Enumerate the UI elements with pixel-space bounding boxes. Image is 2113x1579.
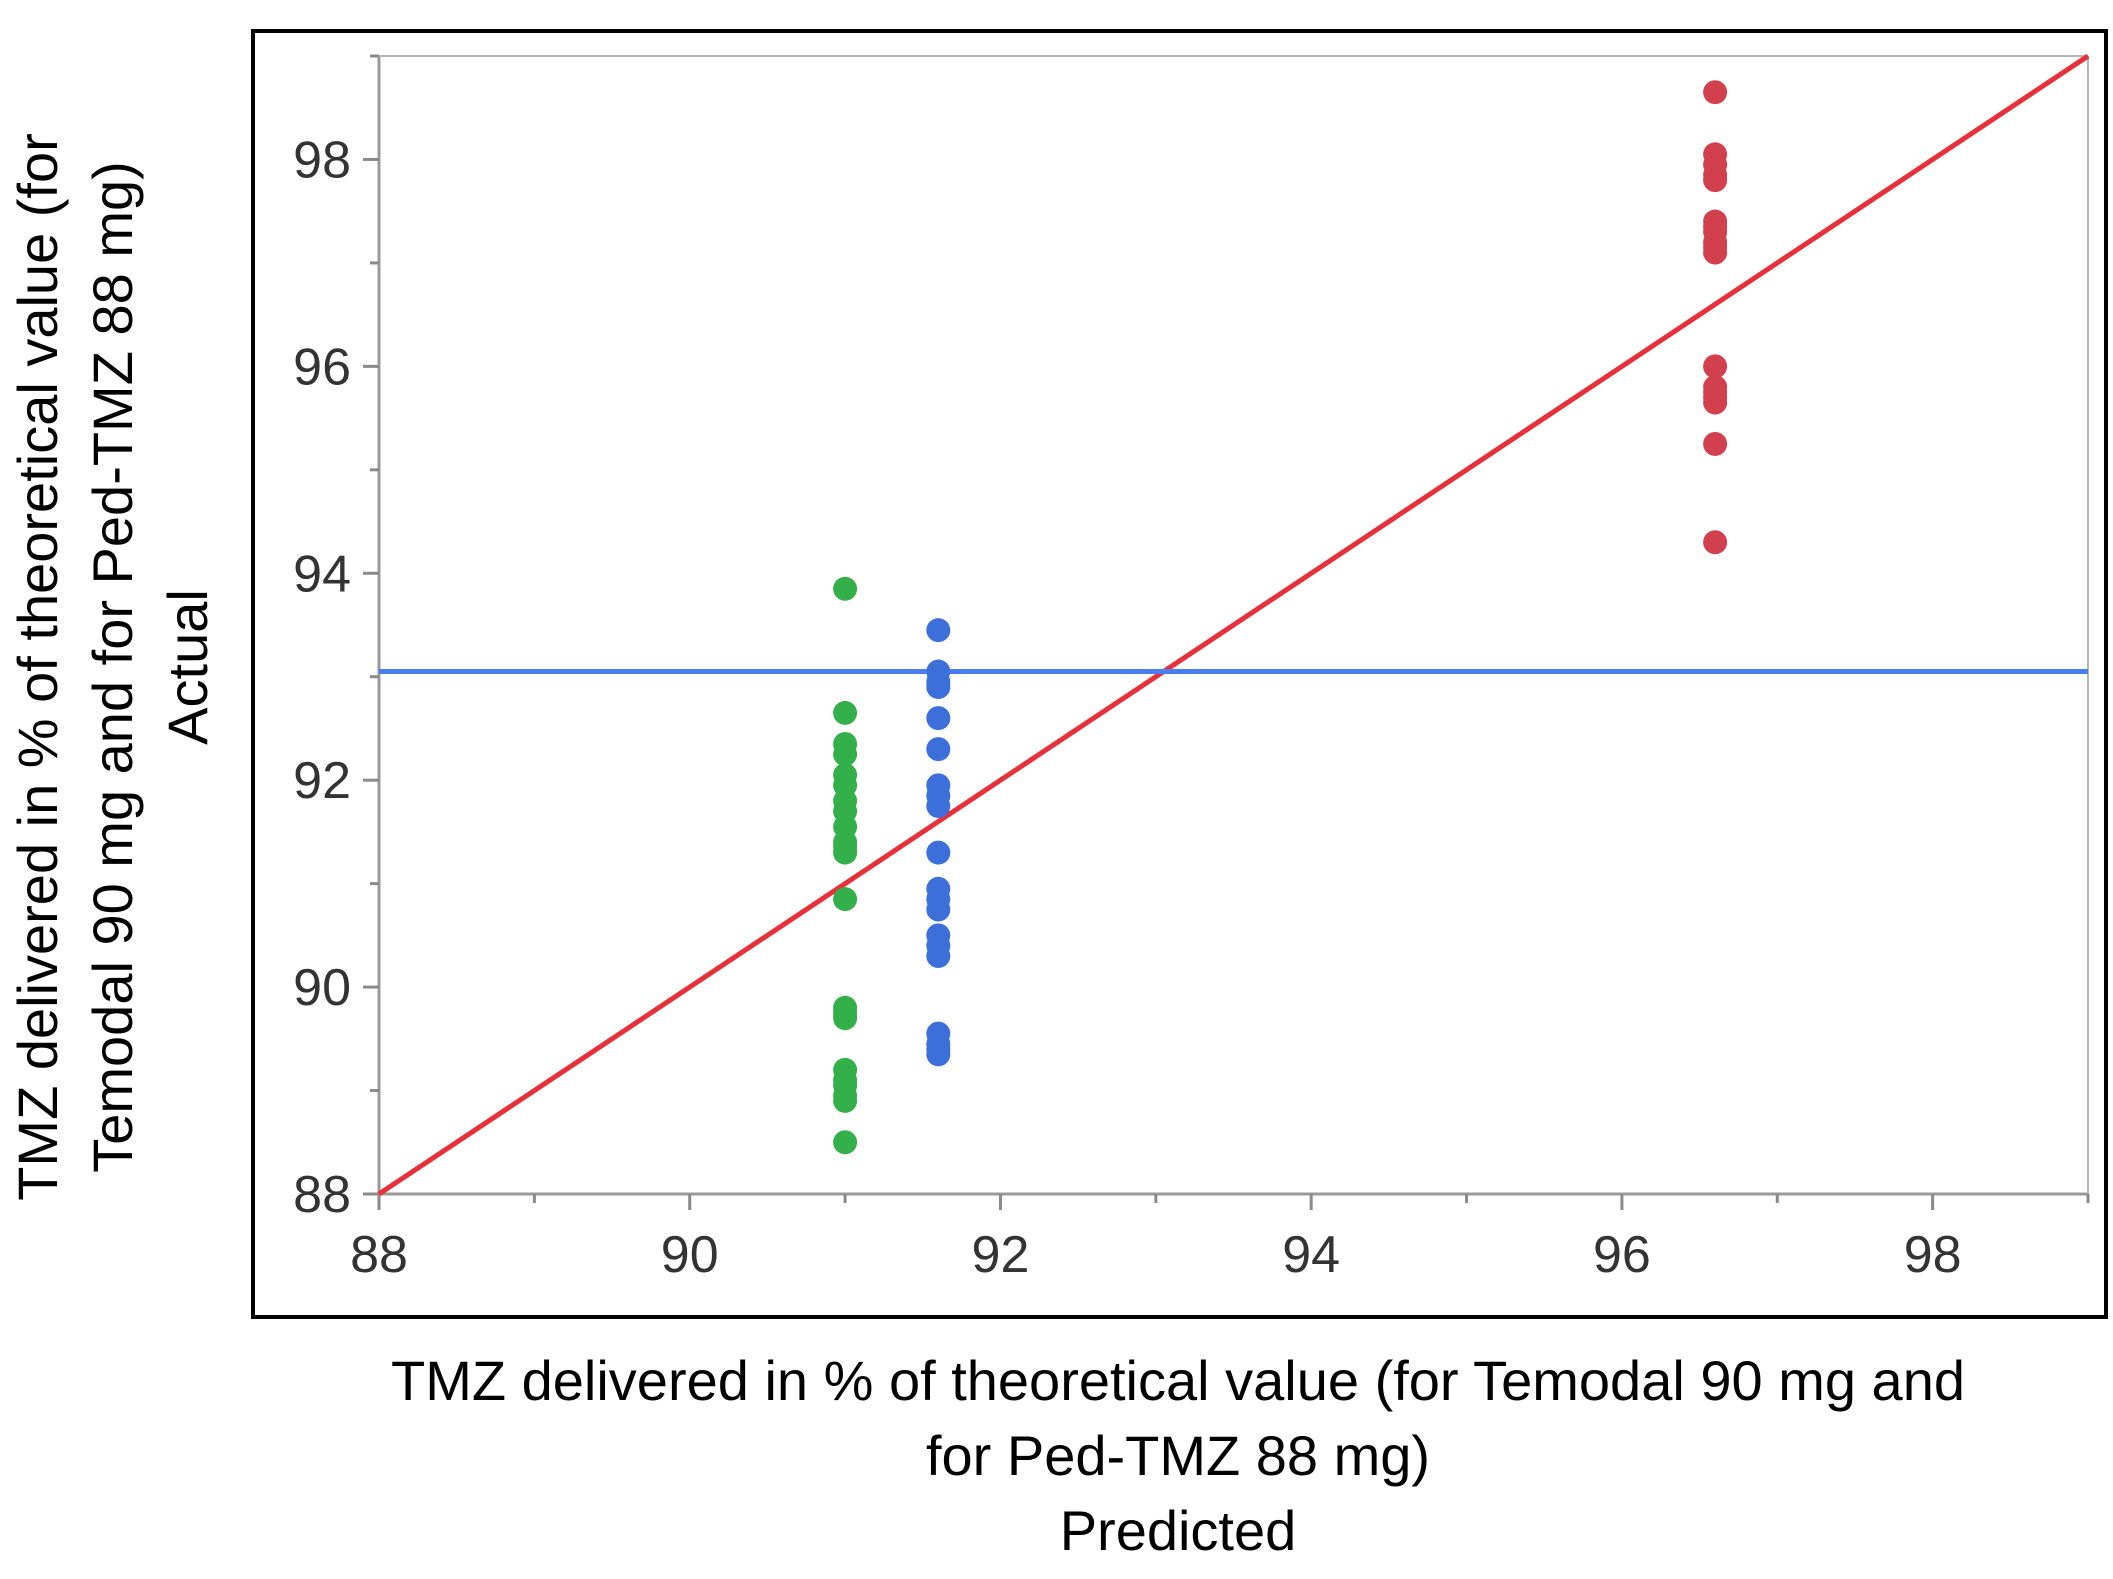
x-tick-label: 98: [1904, 1226, 1962, 1284]
data-point: [833, 887, 858, 912]
data-point: [1703, 431, 1728, 456]
data-point: [926, 944, 951, 969]
axis-ticks: [363, 54, 2090, 1210]
x-tick-label: 92: [972, 1226, 1030, 1284]
x-tick-label: 94: [1282, 1226, 1340, 1284]
y-tick-label: 98: [293, 131, 351, 189]
y-axis-title-line2: Temodal 90 mg and for Ped-TMZ 88 mg): [81, 161, 144, 1173]
chart-frame: [251, 29, 2108, 1319]
data-point: [926, 618, 951, 643]
y-tick-label: 96: [293, 338, 351, 396]
y-axis-title-line3: Actual: [156, 589, 219, 745]
data-point: [926, 794, 951, 819]
data-point: [926, 737, 951, 762]
data-point: [833, 742, 858, 767]
x-tick-label: 90: [661, 1226, 719, 1284]
data-points: [833, 80, 1728, 1155]
x-tick-label: 96: [1593, 1226, 1651, 1284]
y-tick-label: 88: [293, 1166, 351, 1224]
x-axis-title-line1: TMZ delivered in % of theoretical value …: [391, 1349, 1965, 1412]
data-point: [926, 706, 951, 731]
reference-lines: [377, 53, 2090, 1197]
data-point: [1703, 354, 1728, 379]
data-point: [926, 1042, 951, 1067]
data-point: [1703, 80, 1728, 105]
data-point: [833, 1006, 858, 1031]
data-point: [833, 840, 858, 865]
tick-labels: 88 90 92 94 96 98 88 90 92 94 96 98: [293, 131, 1961, 1284]
data-point: [1703, 168, 1728, 193]
data-point: [1703, 390, 1728, 415]
data-point: [833, 576, 858, 601]
y-axis-title-line1: TMZ delivered in % of theoretical value …: [6, 133, 69, 1201]
x-tick-label: 88: [350, 1226, 408, 1284]
identity-line: [377, 53, 2090, 1197]
data-point: [1703, 530, 1728, 555]
data-point: [926, 897, 951, 922]
y-tick-label: 92: [293, 752, 351, 810]
data-point: [1703, 240, 1728, 265]
y-tick-label: 90: [293, 959, 351, 1017]
data-point: [833, 1130, 858, 1155]
data-point: [833, 1088, 858, 1113]
x-axis-title-line2: for Ped-TMZ 88 mg): [926, 1424, 1430, 1487]
data-point: [833, 700, 858, 725]
data-point: [926, 840, 951, 865]
x-axis-title-line3: Predicted: [1060, 1499, 1297, 1562]
y-tick-label: 94: [293, 545, 351, 603]
data-point: [926, 675, 951, 700]
